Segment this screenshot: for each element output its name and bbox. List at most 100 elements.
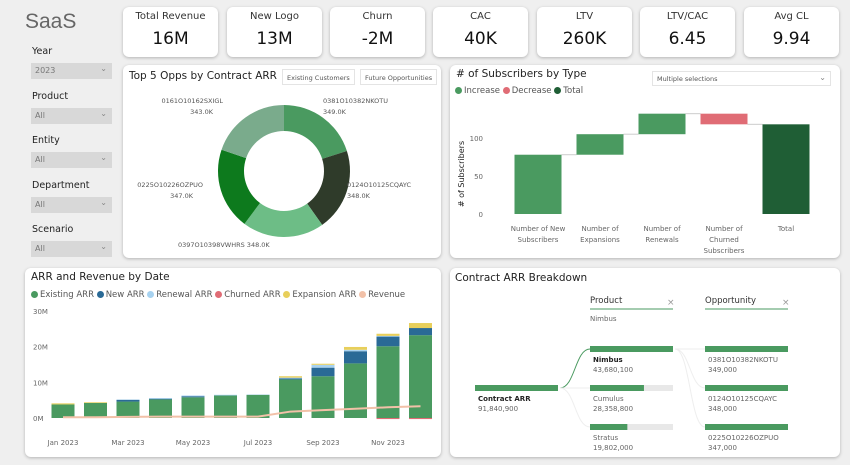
slice-label: 0381O10382NKOTU bbox=[323, 97, 388, 105]
legend-item[interactable]: Churned ARR bbox=[215, 290, 283, 300]
root-bar[interactable] bbox=[475, 385, 558, 391]
product-bar[interactable] bbox=[590, 424, 628, 430]
bar-segment[interactable] bbox=[246, 394, 270, 418]
bar-segment[interactable] bbox=[214, 395, 237, 418]
opportunity-bar[interactable] bbox=[705, 346, 788, 352]
waterfall-bar[interactable] bbox=[700, 113, 748, 125]
waterfall-bar[interactable] bbox=[762, 124, 810, 214]
legend-item[interactable]: Renewal ARR bbox=[147, 290, 215, 300]
slicer-dropdown-entity[interactable]: All ⌄ bbox=[31, 152, 112, 168]
x-tick: Renewals bbox=[645, 236, 679, 244]
bar-segment[interactable] bbox=[51, 403, 75, 405]
kpi-card: Total Revenue 16M bbox=[123, 7, 218, 57]
donut-slice[interactable] bbox=[244, 203, 323, 238]
slice-value: 347.0K bbox=[170, 192, 194, 200]
product-bar[interactable] bbox=[590, 346, 673, 352]
bar-segment[interactable] bbox=[149, 398, 172, 400]
waterfall-panel: # of Subscribers by Type Multiple select… bbox=[450, 65, 840, 258]
bar-segment[interactable] bbox=[84, 403, 107, 418]
bar-segment[interactable] bbox=[279, 379, 302, 418]
waterfall-bar[interactable] bbox=[514, 154, 562, 214]
donut-slice[interactable] bbox=[221, 105, 284, 159]
waterfall-bar[interactable] bbox=[638, 113, 686, 135]
bar-segment[interactable] bbox=[376, 336, 400, 347]
bar-segment[interactable] bbox=[84, 402, 107, 404]
tree-link bbox=[559, 387, 591, 428]
kpi-label: Total Revenue bbox=[135, 11, 206, 22]
x-tick: Number of bbox=[581, 225, 619, 233]
arr-legend: Existing ARR New ARR Renewal ARR Churned… bbox=[31, 290, 405, 300]
y-tick: 20M bbox=[33, 344, 48, 352]
bar-segment[interactable] bbox=[311, 363, 335, 365]
bar-segment[interactable] bbox=[376, 333, 400, 336]
bar-segment[interactable] bbox=[409, 335, 432, 418]
app-title: SaaS bbox=[25, 10, 77, 33]
arr-panel: ARR and Revenue by Date Existing ARR New… bbox=[25, 268, 441, 457]
kpi-card: LTV 260K bbox=[537, 7, 632, 57]
bar-segment[interactable] bbox=[181, 395, 205, 397]
close-icon[interactable]: × bbox=[782, 298, 790, 308]
bar-segment[interactable] bbox=[376, 346, 400, 418]
legend-item[interactable]: Revenue bbox=[359, 290, 405, 300]
opportunity-header: Opportunity bbox=[705, 296, 756, 306]
bar-segment[interactable] bbox=[279, 378, 302, 380]
existing-customers-button[interactable]: Existing Customers bbox=[282, 69, 355, 85]
bar-segment[interactable] bbox=[376, 418, 400, 420]
bar-segment[interactable] bbox=[409, 418, 432, 420]
slicer-label: Entity bbox=[32, 135, 60, 146]
slice-value: 343.0K bbox=[190, 108, 214, 116]
bar-segment[interactable] bbox=[344, 346, 367, 350]
donut-slice[interactable] bbox=[307, 151, 350, 225]
kpi-card: CAC 40K bbox=[433, 7, 528, 57]
product-label: Cumulus bbox=[593, 395, 624, 403]
bar-segment[interactable] bbox=[279, 376, 302, 378]
slicer-dropdown-year[interactable]: 2023 ⌄ bbox=[31, 63, 112, 79]
opportunity-bar[interactable] bbox=[705, 424, 788, 430]
product-bar[interactable] bbox=[590, 385, 644, 391]
bar-segment[interactable] bbox=[181, 397, 205, 418]
legend-item[interactable]: Existing ARR bbox=[31, 290, 97, 300]
bar-segment[interactable] bbox=[311, 367, 335, 377]
legend-item[interactable]: Increase bbox=[455, 86, 503, 96]
y-tick: 100 bbox=[470, 135, 483, 143]
bar-segment[interactable] bbox=[344, 363, 367, 418]
product-bar-track bbox=[590, 424, 673, 430]
bar-segment[interactable] bbox=[409, 328, 432, 336]
bar-segment[interactable] bbox=[181, 396, 205, 398]
waterfall-bar[interactable] bbox=[576, 134, 624, 155]
bar-segment[interactable] bbox=[376, 335, 400, 337]
bar-segment[interactable] bbox=[214, 394, 237, 396]
bar-segment[interactable] bbox=[279, 377, 302, 379]
bar-segment[interactable] bbox=[344, 349, 367, 352]
bar-segment[interactable] bbox=[149, 398, 172, 399]
bar-segment[interactable] bbox=[116, 401, 140, 418]
bar-segment[interactable] bbox=[51, 404, 75, 418]
bar-segment[interactable] bbox=[116, 399, 140, 402]
bar-segment[interactable] bbox=[149, 399, 172, 418]
slice-label: 0397O10398VWHRS 348.0K bbox=[178, 241, 270, 249]
future-opportunities-button[interactable]: Future Opportunities bbox=[360, 69, 438, 85]
legend-item[interactable]: Decrease bbox=[502, 86, 555, 96]
revenue-line[interactable] bbox=[63, 405, 421, 419]
root-label: Contract ARR bbox=[478, 395, 531, 403]
kpi-label: CAC bbox=[470, 11, 491, 22]
selection-dropdown[interactable]: Multiple selections ⌄ bbox=[652, 71, 831, 86]
kpi-value: 9.94 bbox=[772, 29, 811, 49]
legend-item[interactable]: Expansion ARR bbox=[283, 290, 359, 300]
bar-segment[interactable] bbox=[311, 364, 335, 368]
donut-slice[interactable] bbox=[218, 149, 261, 224]
legend-item[interactable]: New ARR bbox=[96, 290, 148, 300]
opportunity-bar[interactable] bbox=[705, 385, 788, 391]
bar-segment[interactable] bbox=[344, 351, 367, 364]
slicer-dropdown-scenario[interactable]: All ⌄ bbox=[31, 241, 112, 257]
slicer-dropdown-product[interactable]: All ⌄ bbox=[31, 107, 112, 124]
close-icon[interactable]: × bbox=[667, 298, 675, 308]
donut-title: Top 5 Opps by Contract ARR bbox=[129, 70, 277, 82]
legend-item[interactable]: Total bbox=[554, 86, 583, 96]
slicer-value: All bbox=[35, 110, 45, 120]
bar-segment[interactable] bbox=[409, 323, 432, 329]
bar-segment[interactable] bbox=[311, 376, 335, 418]
slicer-dropdown-department[interactable]: All ⌄ bbox=[31, 196, 112, 213]
x-tick: Number of New bbox=[511, 225, 566, 233]
donut-slice[interactable] bbox=[284, 105, 347, 159]
